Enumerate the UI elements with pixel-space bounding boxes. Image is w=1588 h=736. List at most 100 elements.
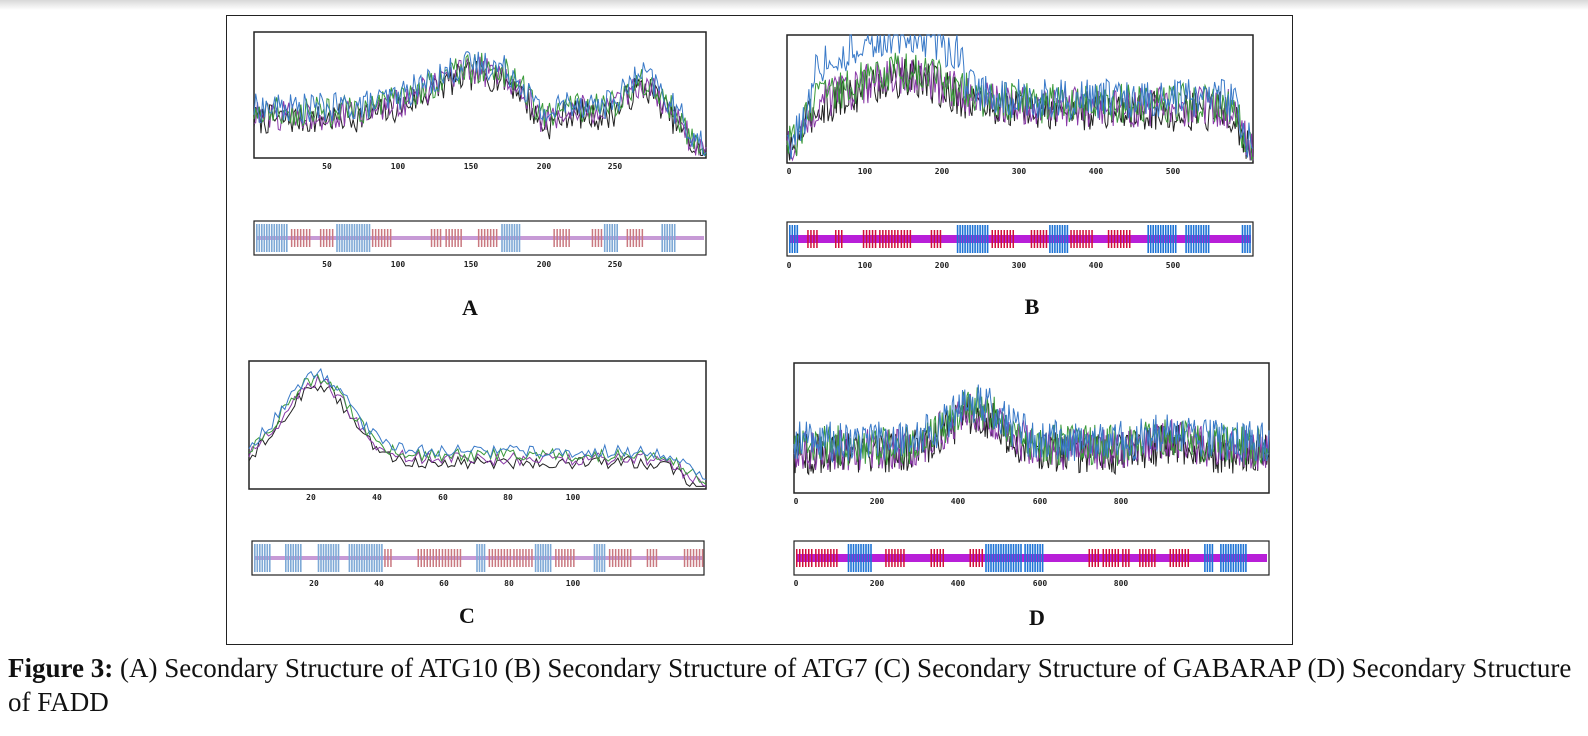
helix-segment: [259, 544, 261, 572]
tick-label: 100: [566, 493, 581, 502]
helix-segment: [966, 225, 969, 253]
strand-segment: [573, 549, 575, 567]
tick-label: 20: [306, 493, 316, 502]
helix-segment: [348, 224, 351, 252]
strand-segment: [930, 230, 933, 248]
helix-segment: [335, 544, 337, 572]
panel-c-structure-bar-frame: [251, 540, 705, 576]
strand-segment: [1088, 230, 1090, 248]
tick-label: 100: [566, 579, 581, 588]
helix-segment: [1249, 225, 1251, 253]
helix-segment: [1235, 544, 1237, 572]
strand-segment: [438, 549, 440, 567]
coil-segment: [256, 236, 704, 240]
helix-segment: [1031, 544, 1034, 572]
strand-segment: [1113, 230, 1116, 248]
helix-segment: [317, 544, 320, 572]
strand-segment: [1036, 230, 1039, 248]
tick-label: 600: [1033, 497, 1048, 506]
panel-b-structure-bar: [789, 225, 1251, 253]
strand-segment: [495, 229, 498, 247]
strand-segment: [641, 229, 644, 247]
strand-segment: [638, 229, 641, 247]
helix-segment: [979, 225, 981, 253]
strand-segment: [632, 229, 635, 247]
panel-a-label: A: [462, 295, 478, 320]
figure-caption-text: (A) Secondary Structure of ATG10 (B) Sec…: [8, 653, 1572, 717]
helix-segment: [286, 224, 288, 252]
strand-segment: [942, 549, 944, 567]
prediction-line: [248, 384, 706, 487]
strand-segment: [802, 549, 804, 567]
strand-segment: [815, 549, 817, 567]
helix-segment: [1200, 225, 1202, 253]
strand-segment: [882, 230, 884, 248]
helix-segment: [1041, 544, 1044, 572]
helix-segment: [997, 544, 1000, 572]
helix-segment: [986, 225, 989, 253]
strand-segment: [519, 549, 521, 567]
helix-segment: [961, 225, 964, 253]
strand-segment: [807, 230, 809, 248]
helix-segment: [964, 225, 966, 253]
coil-segment: [796, 554, 1267, 562]
tick-label: 500: [1166, 167, 1181, 176]
helix-segment: [281, 224, 283, 252]
helix-segment: [513, 224, 516, 252]
helix-segment: [959, 225, 961, 253]
helix-segment: [990, 544, 992, 572]
strand-segment: [1120, 230, 1122, 248]
strand-segment: [513, 549, 515, 567]
helix-segment: [264, 544, 266, 572]
helix-segment: [987, 544, 990, 572]
strand-segment: [591, 229, 594, 247]
strand-segment: [868, 230, 871, 248]
helix-segment: [353, 224, 356, 252]
strand-segment: [302, 229, 305, 247]
helix-segment: [336, 224, 338, 252]
strand-segment: [435, 549, 437, 567]
strand-segment: [611, 549, 614, 567]
strand-segment: [564, 549, 566, 567]
strand-segment: [1145, 549, 1147, 567]
strand-segment: [1091, 549, 1093, 567]
strand-segment: [891, 230, 893, 248]
tick-label: 0: [787, 167, 792, 176]
strand-segment: [1172, 549, 1174, 567]
strand-segment: [516, 549, 518, 567]
helix-segment: [1007, 544, 1010, 572]
strand-segment: [975, 549, 977, 567]
strand-segment: [897, 549, 899, 567]
strand-segment: [558, 549, 560, 567]
strand-segment: [906, 230, 909, 248]
helix-segment: [596, 544, 598, 572]
helix-segment: [476, 544, 478, 572]
panel-a: 50 100 150 200 250 50 100 150 200 250 A: [253, 31, 707, 320]
helix-segment: [361, 544, 363, 572]
helix-segment: [663, 224, 666, 252]
helix-segment: [1232, 544, 1235, 572]
helix-segment: [789, 225, 791, 253]
helix-segment: [371, 544, 373, 572]
tick-label: 400: [951, 497, 966, 506]
helix-segment: [1157, 225, 1159, 253]
strand-segment: [614, 549, 617, 567]
tick-label: 100: [858, 167, 873, 176]
strand-segment: [818, 549, 820, 567]
helix-segment: [481, 544, 483, 572]
strand-segment: [497, 549, 500, 567]
strand-segment: [1076, 230, 1078, 248]
strand-segment: [1110, 230, 1113, 248]
strand-segment: [894, 230, 896, 248]
helix-segment: [283, 224, 286, 252]
helix-segment: [1020, 544, 1022, 572]
helix-segment: [601, 544, 603, 572]
panel-b-prediction-lines: [786, 34, 1254, 162]
panel-a-tick-labels: 50 100 150 200 250: [322, 162, 622, 171]
helix-segment: [1246, 225, 1249, 253]
helix-segment: [956, 225, 959, 253]
helix-segment: [661, 224, 663, 252]
strand-segment: [816, 230, 818, 248]
helix-segment: [295, 544, 297, 572]
helix-segment: [1059, 225, 1061, 253]
